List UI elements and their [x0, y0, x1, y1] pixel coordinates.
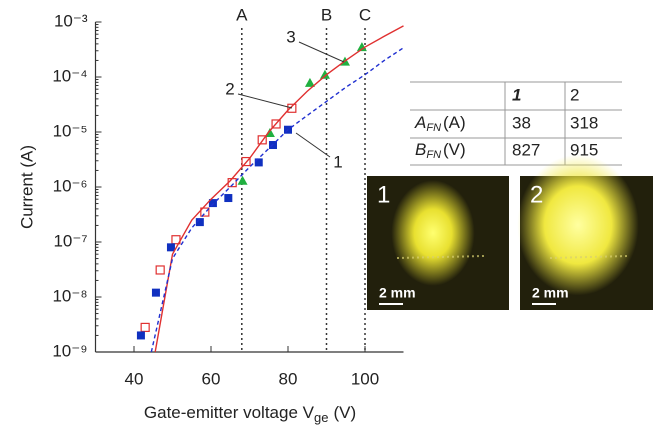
annotation-leader — [295, 132, 331, 158]
fit-curve — [150, 47, 404, 353]
annotation-leader — [237, 93, 293, 109]
data-point — [287, 103, 297, 113]
unit: (V) — [443, 140, 466, 159]
scale-label: 2 mm — [379, 285, 416, 301]
subscript: FN — [426, 122, 441, 134]
subscript: FN — [426, 149, 441, 161]
table-cell: 38 — [512, 113, 531, 132]
y-tick-label: 10⁻⁷ — [53, 231, 87, 250]
unit: (A) — [443, 113, 466, 132]
table-cell: 318 — [570, 113, 598, 132]
x-tick-label: 80 — [279, 369, 298, 388]
y-tick-label: 10⁻⁹ — [52, 341, 87, 360]
y-tick-label: 10⁻⁵ — [53, 121, 88, 140]
data-point — [304, 77, 315, 87]
data-point — [241, 156, 251, 167]
annotation: 2 — [225, 79, 234, 98]
symbol: A — [414, 113, 426, 132]
data-point — [208, 199, 217, 208]
data-point — [319, 69, 330, 79]
reference-label: C — [359, 5, 371, 24]
symbol: B — [415, 140, 426, 159]
x-tick-label: 60 — [202, 369, 221, 388]
table-header: 1 — [512, 85, 521, 104]
table-cell: 827 — [512, 140, 540, 159]
data-point — [257, 135, 267, 145]
reference-label: B — [321, 5, 332, 24]
annotation: 3 — [286, 27, 295, 46]
annotation: 1 — [333, 152, 342, 171]
emission-glow — [391, 180, 475, 286]
data-point — [140, 322, 150, 333]
photo-label: 2 — [530, 181, 543, 208]
x-axis-label: Gate-emitter voltage Vge (V) — [144, 403, 356, 425]
data-point — [254, 158, 263, 167]
emission-glow — [517, 154, 639, 296]
data-point — [200, 207, 210, 217]
fit-curve — [154, 25, 404, 353]
reference-label: A — [236, 5, 248, 24]
table-header: 2 — [570, 85, 579, 104]
y-axis-label: Current (A) — [17, 145, 36, 229]
data-point — [166, 243, 175, 252]
grid-dots — [549, 255, 629, 259]
data-point — [356, 42, 367, 52]
y-tick-label: 10⁻⁴ — [52, 66, 87, 85]
data-point — [224, 194, 233, 203]
data-point — [151, 288, 160, 297]
data-point — [237, 175, 248, 185]
y-tick-label: 10⁻⁸ — [52, 286, 87, 305]
table-row-label: AFN (A) — [414, 113, 466, 133]
data-point — [195, 218, 204, 227]
data-point — [155, 265, 165, 275]
data-point — [271, 119, 281, 129]
x-tick-label: 100 — [351, 369, 379, 388]
data-point — [136, 331, 145, 340]
annotation-leader — [298, 41, 345, 63]
photo-label: 1 — [377, 181, 390, 208]
x-tick-label: 40 — [125, 369, 144, 388]
scale-label: 2 mm — [532, 285, 569, 301]
y-tick-label: 10⁻³ — [54, 11, 88, 30]
y-tick-label: 10⁻⁶ — [53, 176, 88, 195]
table-row-label: BFN (V) — [415, 140, 466, 160]
